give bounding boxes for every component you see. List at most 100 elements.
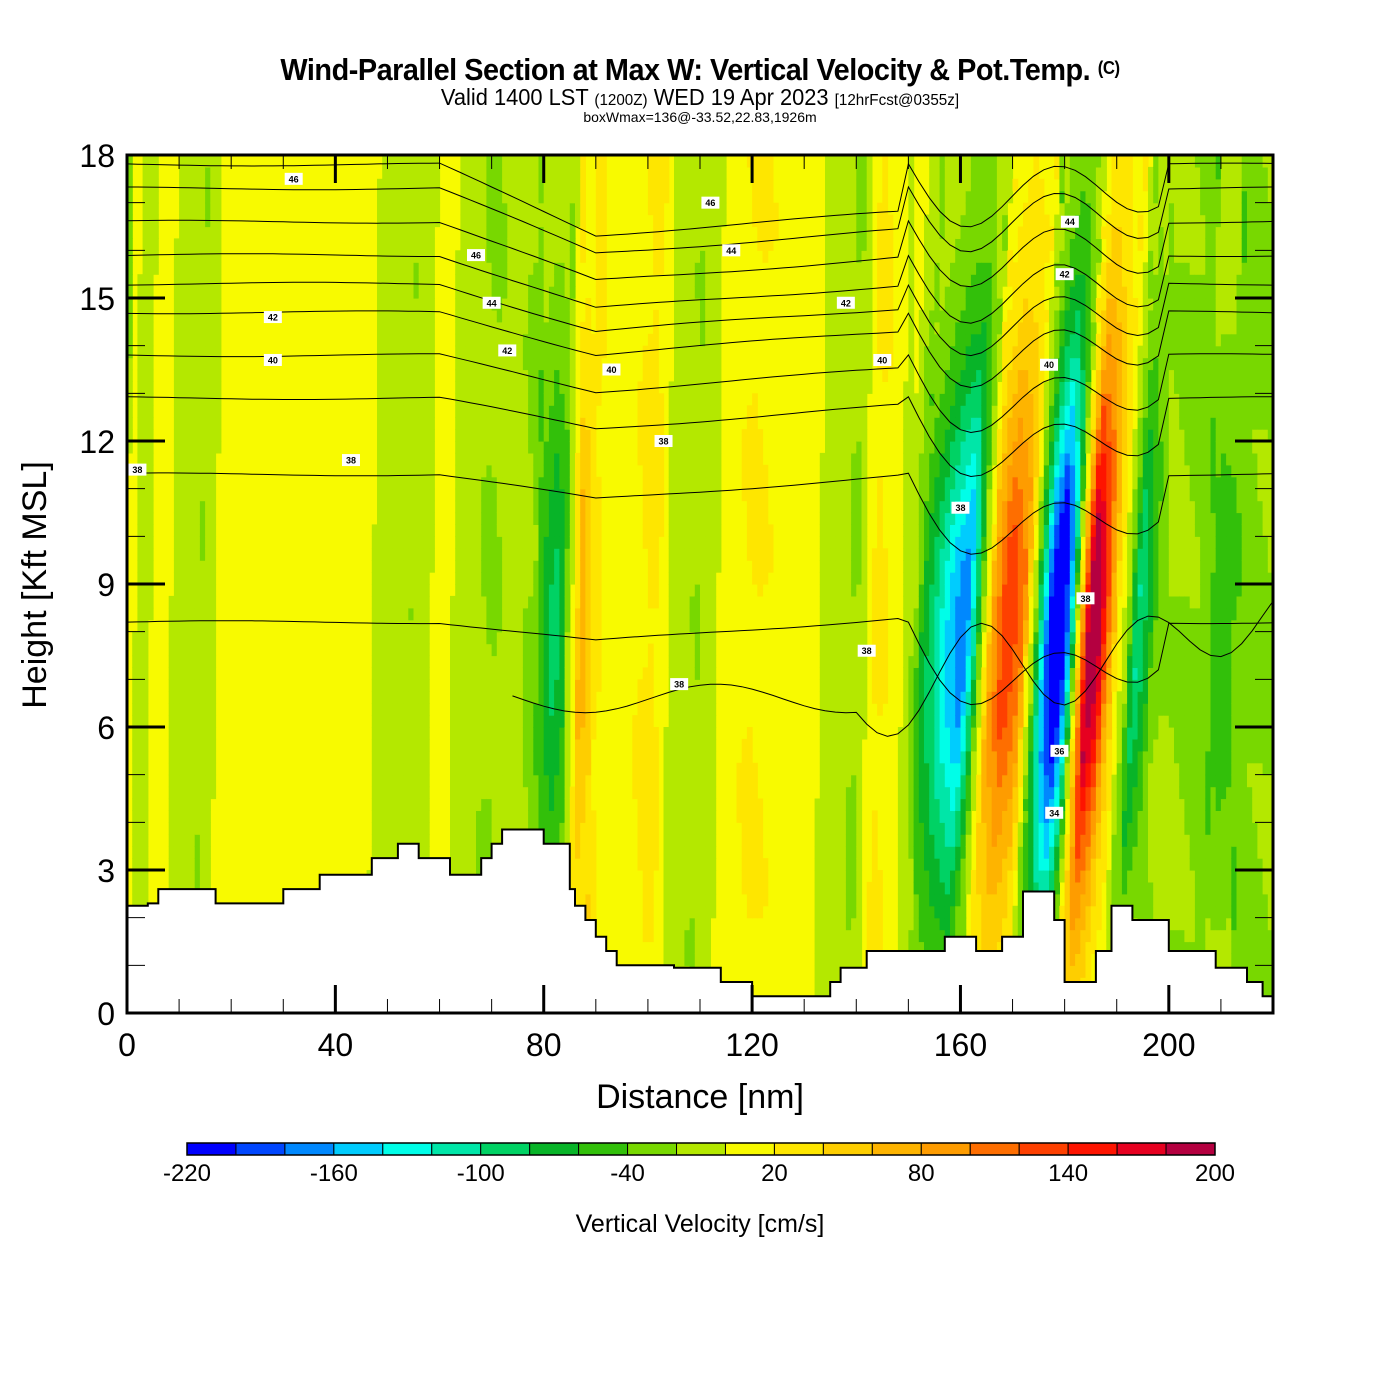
field-cell <box>507 333 514 347</box>
field-cell <box>830 762 836 776</box>
field-cell <box>502 667 508 680</box>
field-cell <box>590 536 597 549</box>
field-cell <box>189 262 196 275</box>
field-cell <box>502 464 508 478</box>
field-cell <box>694 619 701 633</box>
field-cell <box>580 476 586 490</box>
field-cell <box>418 178 425 192</box>
field-cell <box>491 464 498 478</box>
field-cell <box>205 607 211 621</box>
field-cell <box>215 274 222 287</box>
field-cell <box>533 309 540 323</box>
field-cell <box>179 584 185 597</box>
field-cell <box>679 500 685 514</box>
field-cell <box>814 929 821 943</box>
field-cell <box>580 727 586 740</box>
field-cell <box>423 786 430 800</box>
field-cell <box>538 750 545 764</box>
field-cell <box>840 738 847 752</box>
field-cell <box>486 584 493 597</box>
field-cell <box>575 679 581 692</box>
field-cell <box>132 798 138 811</box>
field-cell <box>715 512 722 525</box>
field-cell <box>825 607 831 621</box>
field-cell <box>653 309 659 323</box>
field-cell <box>653 512 659 525</box>
field-cell <box>585 822 592 835</box>
field-cell <box>825 584 831 597</box>
field-cell <box>403 286 409 299</box>
field-cell <box>408 679 415 692</box>
field-cell <box>835 953 842 966</box>
field-cell <box>705 929 711 943</box>
field-cell <box>199 238 206 251</box>
field-cell <box>752 202 758 216</box>
field-cell <box>710 405 717 418</box>
field-cell <box>642 917 649 931</box>
field-cell <box>132 822 138 835</box>
field-cell <box>397 607 404 621</box>
field-cell <box>548 703 555 716</box>
field-cell <box>647 393 654 406</box>
field-cell <box>736 762 743 776</box>
field-cell <box>502 309 508 323</box>
field-cell <box>835 786 842 800</box>
field-cell <box>668 738 675 752</box>
field-cell <box>205 238 211 251</box>
field-cell <box>184 417 191 430</box>
field-cell <box>142 393 149 406</box>
field-cell <box>830 250 836 263</box>
field-cell <box>215 357 222 371</box>
field-cell <box>491 476 498 490</box>
field-cell <box>658 417 665 430</box>
field-cell <box>684 524 691 537</box>
field-cell <box>387 715 394 728</box>
field-cell <box>147 345 154 359</box>
field-cell <box>647 333 654 347</box>
field-cell <box>684 262 691 275</box>
field-cell <box>507 274 514 287</box>
field-cell <box>486 309 493 323</box>
field-cell <box>554 262 560 275</box>
field-cell <box>137 476 144 490</box>
field-cell <box>746 464 753 478</box>
field-cell <box>825 762 831 776</box>
field-cell <box>700 917 706 931</box>
field-cell <box>408 321 415 335</box>
field-cell <box>147 274 154 287</box>
field-cell <box>533 774 540 788</box>
field-cell <box>496 321 503 335</box>
field-cell <box>653 810 659 823</box>
field-cell <box>413 631 420 645</box>
field-cell <box>132 727 138 740</box>
field-cell <box>674 500 680 514</box>
field-cell <box>705 381 711 394</box>
field-cell <box>387 298 394 311</box>
field-cell <box>184 309 191 323</box>
field-cell <box>663 834 670 847</box>
field-cell <box>819 619 826 633</box>
field-cell <box>554 595 560 609</box>
field-cell <box>700 321 706 335</box>
field-cell <box>496 417 503 430</box>
field-cell <box>825 250 831 263</box>
field-cell <box>377 655 383 668</box>
field-cell <box>382 548 388 561</box>
field-cell <box>377 846 383 859</box>
field-cell <box>554 452 560 466</box>
field-cell <box>408 476 415 490</box>
field-cell <box>179 345 185 359</box>
field-cell <box>684 810 691 823</box>
field-cell <box>392 441 399 454</box>
field-cell <box>543 238 550 251</box>
field-cell <box>199 476 206 490</box>
field-cell <box>825 274 831 287</box>
field-cell <box>700 345 706 359</box>
field-cell <box>658 202 665 216</box>
field-cell <box>533 560 540 573</box>
field-cell <box>142 202 149 216</box>
field-cell <box>705 881 711 895</box>
field-cell <box>814 858 821 871</box>
field-cell <box>575 643 581 657</box>
field-cell <box>142 262 149 275</box>
